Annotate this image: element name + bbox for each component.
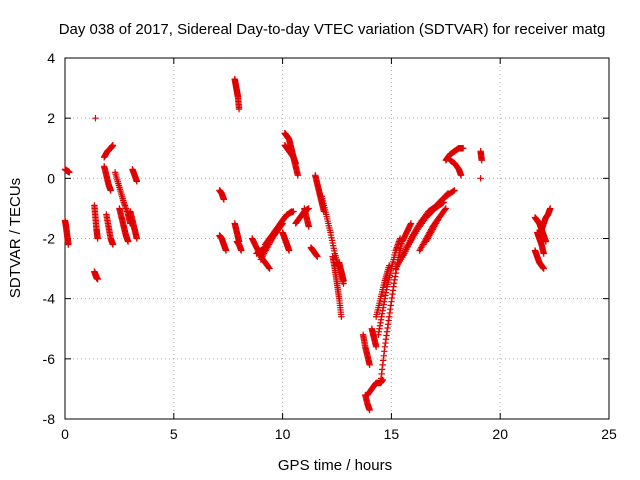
y-tick-label: -8 [43,411,56,427]
x-tick-label: 10 [275,426,291,442]
data-point [440,199,447,206]
data-point [288,208,295,215]
x-tick-label: 20 [492,426,508,442]
x-tick-label: 25 [601,426,617,442]
x-tick-label: 0 [61,426,69,442]
data-point [124,238,132,245]
data-point [451,187,458,194]
data-point [294,172,302,179]
data-point [457,172,465,179]
data-point [292,160,299,167]
data-point [460,145,467,152]
data-point [92,114,99,122]
data-point [386,262,393,269]
data-point [305,223,312,230]
data-point [235,105,243,113]
y-axis-title: SDTVAR / TECUs [7,178,24,298]
data-point [338,313,345,320]
y-tick-label: 0 [47,170,55,186]
data-point [133,235,141,242]
data-point [366,406,373,414]
data-point [220,196,228,203]
grid [65,58,609,419]
data-points [61,75,554,414]
data-point [314,253,321,260]
data-point [372,343,380,350]
data-point [109,142,117,149]
data-point [540,265,547,272]
y-tick-label: 2 [47,110,55,126]
data-point [366,361,373,369]
data-point [407,220,415,227]
x-tick-label: 5 [170,426,178,442]
data-point [542,238,550,245]
data-point [441,206,449,213]
data-point [94,275,101,283]
data-point [133,178,141,185]
x-axis-title: GPS time / hours [278,457,392,474]
data-point [65,241,72,248]
data-point [450,187,457,195]
x-tick-label: 15 [384,426,400,442]
data-point [66,169,73,176]
data-point [340,277,347,284]
data-point [396,235,404,242]
y-tick-label: -6 [43,351,56,367]
y-tick-label: -4 [43,291,56,307]
data-point [109,241,117,248]
data-point [285,247,293,254]
data-point [287,208,294,216]
data-point [94,235,101,242]
data-point [222,247,230,254]
data-point [547,205,554,212]
data-point [238,247,245,254]
data-point [478,157,485,164]
data-point [540,250,547,257]
axes-ticks: 0 5 10 15 20 25 -8 -6 -4 -2 0 2 4 [43,50,617,442]
data-point [477,175,484,182]
chart-title: Day 038 of 2017, Sidereal Day-to-day VTE… [59,21,606,38]
y-tick-label: 4 [47,50,55,66]
data-point [266,265,273,272]
data-point [439,199,446,207]
data-point [107,187,114,194]
y-tick-label: -2 [43,231,56,247]
data-point [442,205,449,212]
